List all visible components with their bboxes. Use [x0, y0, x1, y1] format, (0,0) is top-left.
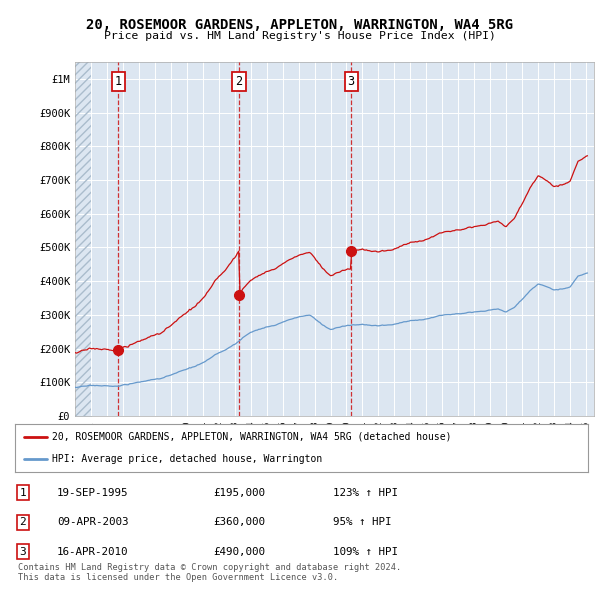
- Text: 109% ↑ HPI: 109% ↑ HPI: [333, 547, 398, 556]
- Text: £195,000: £195,000: [213, 488, 265, 497]
- Text: 20, ROSEMOOR GARDENS, APPLETON, WARRINGTON, WA4 5RG: 20, ROSEMOOR GARDENS, APPLETON, WARRINGT…: [86, 18, 514, 32]
- Text: Contains HM Land Registry data © Crown copyright and database right 2024.
This d: Contains HM Land Registry data © Crown c…: [18, 563, 401, 582]
- Text: Price paid vs. HM Land Registry's House Price Index (HPI): Price paid vs. HM Land Registry's House …: [104, 31, 496, 41]
- Bar: [75, 62, 91, 416]
- Text: 3: 3: [347, 75, 355, 88]
- Text: 2: 2: [235, 75, 242, 88]
- Text: 19-SEP-1995: 19-SEP-1995: [57, 488, 128, 497]
- Text: 2: 2: [19, 517, 26, 527]
- Text: HPI: Average price, detached house, Warrington: HPI: Average price, detached house, Warr…: [52, 454, 322, 464]
- Text: £490,000: £490,000: [213, 547, 265, 556]
- Text: 16-APR-2010: 16-APR-2010: [57, 547, 128, 556]
- Text: 20, ROSEMOOR GARDENS, APPLETON, WARRINGTON, WA4 5RG (detached house): 20, ROSEMOOR GARDENS, APPLETON, WARRINGT…: [52, 432, 452, 442]
- Text: 3: 3: [19, 547, 26, 556]
- Text: 123% ↑ HPI: 123% ↑ HPI: [333, 488, 398, 497]
- Text: 95% ↑ HPI: 95% ↑ HPI: [333, 517, 392, 527]
- Text: £360,000: £360,000: [213, 517, 265, 527]
- Text: 09-APR-2003: 09-APR-2003: [57, 517, 128, 527]
- Text: 1: 1: [115, 75, 122, 88]
- Text: 1: 1: [19, 488, 26, 497]
